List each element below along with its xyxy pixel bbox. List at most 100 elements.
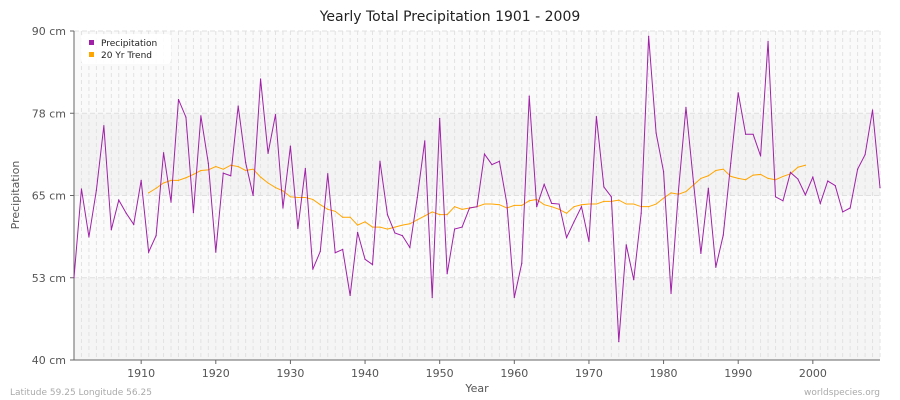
x-tick-label: 1950 [426,367,454,380]
trend-point [379,226,381,228]
trend-point [722,168,724,170]
precipitation-point [304,167,306,170]
precipitation-point [625,244,627,246]
precipitation-point [259,78,262,80]
trend-point [730,175,732,178]
precipitation-point [401,235,403,237]
trend-point [707,175,709,177]
trend-point [767,177,769,179]
precipitation-point [707,187,709,189]
precipitation-point [543,183,545,185]
precipitation-point [737,92,739,94]
trend-point [700,177,702,179]
footer-site: worldspecies.org [804,388,880,398]
precipitation-point [125,212,127,214]
precipitation-point [162,152,165,154]
precipitation-point [603,186,605,188]
trend-point [401,224,403,226]
precipitation-point [864,154,866,156]
precipitation-point [110,229,112,231]
y-tick-label: 65 cm [32,190,66,203]
trend-point [371,226,374,228]
precipitation-point [536,206,538,208]
x-tick-label: 1930 [276,367,304,380]
trend-point [312,198,314,201]
trend-point [513,204,515,206]
precipitation-point [446,273,448,275]
precipitation-point [192,212,195,214]
precipitation-point [118,199,120,201]
trend-point [342,216,344,218]
trend-point [424,215,426,217]
precipitation-point [461,226,463,228]
precipitation-point [103,125,105,127]
precipitation-point [252,194,254,197]
precipitation-point [618,340,620,343]
precipitation-point [752,133,754,135]
trend-point [319,204,321,206]
precipitation-point [431,296,433,299]
precipitation-point [267,152,269,154]
trend-point [804,164,806,166]
y-tick-label: 78 cm [32,107,66,120]
trend-point [543,204,545,206]
precipitation-point [715,266,717,268]
trend-point [200,169,202,172]
trend-point [192,173,195,176]
trend-point [177,179,180,181]
precipitation-point [551,202,553,204]
trend-point [588,203,590,205]
legend-swatch-trend [89,52,94,57]
precipitation-point [349,294,351,297]
x-tick-label: 1920 [202,367,230,380]
trend-point [252,168,254,170]
trend-point [558,208,560,210]
trend-point [551,206,553,208]
trend-point [304,196,306,199]
y-ticks: 40 cm 53 cm 65 cm 78 cm 90 cm [32,25,74,367]
trend-point [685,190,687,193]
trend-point [259,176,262,178]
precipitation-point [819,202,821,204]
precipitation-point [312,268,314,270]
precipitation-point [700,252,702,255]
precipitation-point [297,227,299,229]
trend-point [364,221,366,223]
trend-point [759,173,762,176]
y-axis-label: Precipitation [9,161,22,230]
precipitation-point [342,248,344,251]
plot-band [74,31,880,114]
trend-point [245,169,247,172]
trend-point [282,190,284,192]
trend-point [274,187,277,189]
precipitation-point [745,133,747,135]
precipitation-point [610,196,612,198]
trend-point [162,182,165,184]
precipitation-point [789,171,792,174]
trend-point [618,199,620,201]
trend-point [334,210,336,212]
precipitation-point [140,179,142,181]
trend-point [446,213,448,216]
trend-point [439,213,441,216]
trend-point [349,216,351,218]
trend-point [170,179,172,181]
precipitation-point [692,181,695,183]
precipitation-point [722,234,724,236]
x-tick-label: 1940 [351,367,379,380]
trend-point [565,212,568,214]
precipitation-point [506,202,508,204]
precipitation-point [782,200,784,202]
footer-location: Latitude 59.25 Longitude 56.25 [10,388,152,398]
trend-point [356,224,359,226]
precipitation-point [133,223,135,226]
trend-point [222,168,224,170]
precipitation-point [842,211,844,213]
trend-point [528,200,530,202]
trend-point [297,196,299,199]
legend: Precipitation 20 Yr Trend [81,34,171,64]
legend-swatch-precipitation [89,40,94,45]
legend-label-trend: 20 Yr Trend [101,51,152,61]
trend-point [237,165,239,168]
